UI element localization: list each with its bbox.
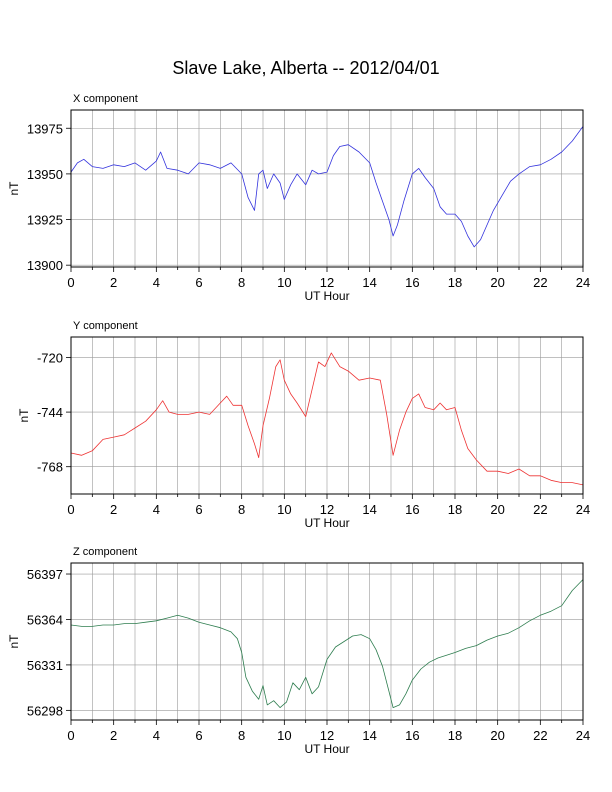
panel-1-ytick-label: 13975 xyxy=(27,121,63,136)
panel-1-xtick-label: 18 xyxy=(448,275,462,290)
panel-2-xtick-label: 20 xyxy=(490,502,504,517)
panel-3-xtick-label: 24 xyxy=(576,728,590,743)
panel-2-xtick-label: 22 xyxy=(533,502,547,517)
panel-3-xlabel: UT Hour xyxy=(304,742,349,756)
panel-3-xtick-label: 12 xyxy=(320,728,334,743)
panel-3-ylabel: nT xyxy=(7,634,21,649)
panel-1-xtick-label: 2 xyxy=(110,275,117,290)
panel-3-xtick-label: 4 xyxy=(153,728,160,743)
panel-1-series-line xyxy=(70,126,584,248)
panel-2-title: Y component xyxy=(73,320,138,332)
panel-1-xtick-label: 20 xyxy=(490,275,504,290)
panel-2-xtick-label: 4 xyxy=(153,502,160,517)
panel-1-xtick-label: 24 xyxy=(576,275,590,290)
panel-3-series-line xyxy=(70,579,584,708)
panel-1-ytick-label: 13950 xyxy=(27,167,63,182)
panel-2-xtick-label: 16 xyxy=(405,502,419,517)
panel-3-ytick-label: 56331 xyxy=(27,658,63,673)
panel-3-xtick-label: 6 xyxy=(195,728,202,743)
panel-1-xtick-label: 0 xyxy=(67,275,74,290)
panel-3-xtick-label: 20 xyxy=(490,728,504,743)
panel-2-xtick-label: 8 xyxy=(238,502,245,517)
panel-3-xtick-label: 14 xyxy=(362,728,376,743)
panel-2-xtick-label: 24 xyxy=(576,502,590,517)
panel-3-xtick-label: 0 xyxy=(67,728,74,743)
panel-1-ytick-label: 13925 xyxy=(27,213,63,228)
panel-3-xtick-label: 10 xyxy=(277,728,291,743)
panel-2-ytick-label: -744 xyxy=(37,405,63,420)
panel-1-xtick-label: 22 xyxy=(533,275,547,290)
panel-3-xtick-label: 2 xyxy=(110,728,117,743)
panel-2-xtick-label: 14 xyxy=(362,502,376,517)
panel-1-ylabel: nT xyxy=(7,181,21,196)
panel-1-xtick-label: 12 xyxy=(320,275,334,290)
panel-3-xtick-label: 22 xyxy=(533,728,547,743)
panel-3-ytick-label: 56298 xyxy=(27,703,63,718)
page-title: Slave Lake, Alberta -- 2012/04/01 xyxy=(172,58,440,78)
panel-2-xtick-label: 6 xyxy=(195,502,202,517)
panel-2-xtick-label: 18 xyxy=(448,502,462,517)
panel-1-xtick-label: 16 xyxy=(405,275,419,290)
panel-2-xtick-label: 10 xyxy=(277,502,291,517)
panel-2-ytick-label: -720 xyxy=(37,350,63,365)
panel-1-xtick-label: 4 xyxy=(153,275,160,290)
panel-2-ylabel: nT xyxy=(17,408,31,423)
panel-1-xtick-label: 10 xyxy=(277,275,291,290)
panel-2-xtick-label: 0 xyxy=(67,502,74,517)
panel-3-xtick-label: 16 xyxy=(405,728,419,743)
panel-2-xtick-label: 12 xyxy=(320,502,334,517)
panel-2-xlabel: UT Hour xyxy=(304,516,349,530)
panel-2-xtick-label: 2 xyxy=(110,502,117,517)
panel-2-ytick-label: -768 xyxy=(37,460,63,475)
panel-3-xtick-label: 18 xyxy=(448,728,462,743)
panel-1-ytick-label: 13900 xyxy=(27,258,63,273)
panel-3-xtick-label: 8 xyxy=(238,728,245,743)
panel-1-xtick-label: 14 xyxy=(362,275,376,290)
panel-1-xtick-label: 6 xyxy=(195,275,202,290)
panel-1-xlabel: UT Hour xyxy=(304,289,349,303)
panel-1-xtick-label: 8 xyxy=(238,275,245,290)
panel-3-ytick-label: 56364 xyxy=(27,612,63,627)
panel-3-title: Z component xyxy=(73,546,137,558)
panel-1-title: X component xyxy=(73,93,138,105)
panel-3-ytick-label: 56397 xyxy=(27,567,63,582)
panel-2-series-line xyxy=(70,352,584,486)
